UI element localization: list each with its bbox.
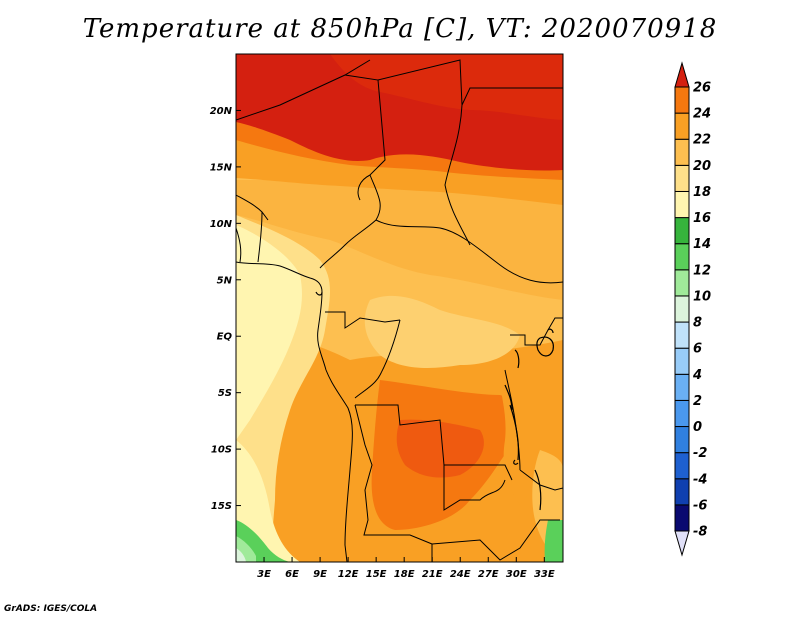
map-frame xyxy=(235,53,564,563)
lat-tick-label: 5N xyxy=(217,275,233,286)
colorbar-bin xyxy=(674,269,690,297)
border-mali-mauritania xyxy=(236,59,371,121)
colorbar-label: 20 xyxy=(693,159,711,174)
lat-tick-label: 15S xyxy=(211,501,232,512)
lake-tanganyika xyxy=(509,404,520,461)
border-zambia-angola-east xyxy=(443,465,506,511)
bioko-island xyxy=(315,291,323,296)
lon-tick-label: 33E xyxy=(534,569,555,580)
colorbar-bin xyxy=(674,138,690,166)
colorbar-label: 4 xyxy=(692,368,702,383)
colorbar-bin xyxy=(674,243,690,271)
lake-victoria xyxy=(536,336,554,357)
colorbar-bin xyxy=(674,164,690,192)
lat-tick-label: EQ xyxy=(217,332,233,343)
colorbar-label: 24 xyxy=(693,107,711,122)
colorbar-bin xyxy=(674,347,690,375)
lake-malawi xyxy=(534,469,542,511)
colorbar-label: 14 xyxy=(693,237,711,252)
border-chad-sudan xyxy=(444,104,471,246)
lake-mweru xyxy=(513,459,519,465)
field-zone-12-14-east xyxy=(544,520,563,562)
map-title: Temperature at 850hPa [C], VT: 202007091… xyxy=(82,14,718,44)
border-ghana-togo xyxy=(257,211,263,263)
colorbar-label: -4 xyxy=(693,472,707,487)
field-zone-18-20-central xyxy=(364,295,520,368)
colorbar-min-arrow xyxy=(674,530,690,557)
longitude-axis: 3E 6E 9E 12E 15E 18E 21E 24E 27E 30E 33E xyxy=(257,557,555,580)
colorbar-bin xyxy=(674,112,690,140)
border-nigeria-cameroon xyxy=(319,174,381,269)
colorbar-label: 2 xyxy=(693,394,702,409)
colorbar-label: 0 xyxy=(693,420,702,435)
field-zone-8-10 xyxy=(236,548,246,562)
colorbar-bin xyxy=(674,321,690,349)
colorbar-bin xyxy=(674,373,690,401)
field-zone-16-18-gulf xyxy=(236,225,302,440)
colorbar-max-arrow xyxy=(674,61,690,88)
border-angola-drc xyxy=(355,404,513,481)
colorbar-bin xyxy=(674,504,690,532)
latitude-axis: 20N 15N 10N 5N EQ 5S 10S 15S xyxy=(210,106,241,512)
lakes xyxy=(315,291,554,511)
border-west-africa-coast xyxy=(236,194,269,221)
border-zambia-zimbabwe xyxy=(431,519,560,561)
lon-tick-label: 12E xyxy=(338,569,359,580)
colorbar-bin xyxy=(674,426,690,454)
border-cameroon-congo xyxy=(325,311,401,329)
border-angola-zambia xyxy=(354,404,433,562)
colorbar-bin xyxy=(674,399,690,428)
africa-coastline xyxy=(236,261,353,562)
colorbar-bin xyxy=(674,478,690,506)
border-drc-tanzania xyxy=(504,369,521,471)
lake-kyoga xyxy=(547,328,554,334)
lon-tick-label: 15E xyxy=(366,569,387,580)
grads-credit: GrADS: IGES/COLA xyxy=(4,604,98,614)
lat-tick-label: 10N xyxy=(210,219,233,230)
lat-tick-label: 15N xyxy=(210,162,233,173)
lon-tick-label: 9E xyxy=(313,569,327,580)
colorbar-bin xyxy=(674,190,690,219)
field-zone-24-26-south-core xyxy=(396,419,484,478)
border-car-drc xyxy=(375,219,563,284)
lat-tick-label: 10S xyxy=(211,445,232,456)
political-boundaries xyxy=(236,59,563,562)
colorbar-bin xyxy=(674,295,690,323)
lon-tick-label: 18E xyxy=(394,569,415,580)
lon-tick-label: 27E xyxy=(478,569,499,580)
temperature-field xyxy=(236,54,563,562)
colorbar-label: 10 xyxy=(693,289,711,304)
border-uganda-kenya xyxy=(510,317,563,346)
lon-tick-label: 21E xyxy=(422,569,443,580)
lat-tick-label: 5S xyxy=(218,388,232,399)
lat-tick-label: 20N xyxy=(210,106,233,117)
colorbar-label: 6 xyxy=(693,342,702,357)
colorbar-label: 22 xyxy=(693,133,711,148)
field-zone-20-22-north xyxy=(236,180,563,300)
colorbar-label: -6 xyxy=(693,498,707,513)
lon-tick-label: 6E xyxy=(285,569,299,580)
border-ivory-coast xyxy=(236,227,242,263)
lake-kivu xyxy=(504,384,513,411)
colorbar-label: 18 xyxy=(693,185,711,200)
colorbar-label: -2 xyxy=(693,446,707,461)
lake-albert xyxy=(514,349,520,369)
border-niger xyxy=(344,74,386,201)
colorbar-label: 12 xyxy=(693,263,711,278)
colorbar-label: -8 xyxy=(693,525,707,540)
colorbar-label: 26 xyxy=(693,81,711,96)
lon-tick-label: 24E xyxy=(450,569,471,580)
border-congo-drc xyxy=(354,319,401,399)
colorbar-bin xyxy=(674,86,690,114)
lon-tick-label: 3E xyxy=(257,569,271,580)
field-zone-above-26-core xyxy=(330,54,563,120)
colorbar-label: 16 xyxy=(693,211,711,226)
colorbar-label: 8 xyxy=(693,316,702,331)
lon-tick-label: 30E xyxy=(506,569,527,580)
colorbar-bin xyxy=(674,217,690,245)
colorbar-bin xyxy=(674,452,690,480)
border-tanzania-mozambique xyxy=(519,469,563,491)
